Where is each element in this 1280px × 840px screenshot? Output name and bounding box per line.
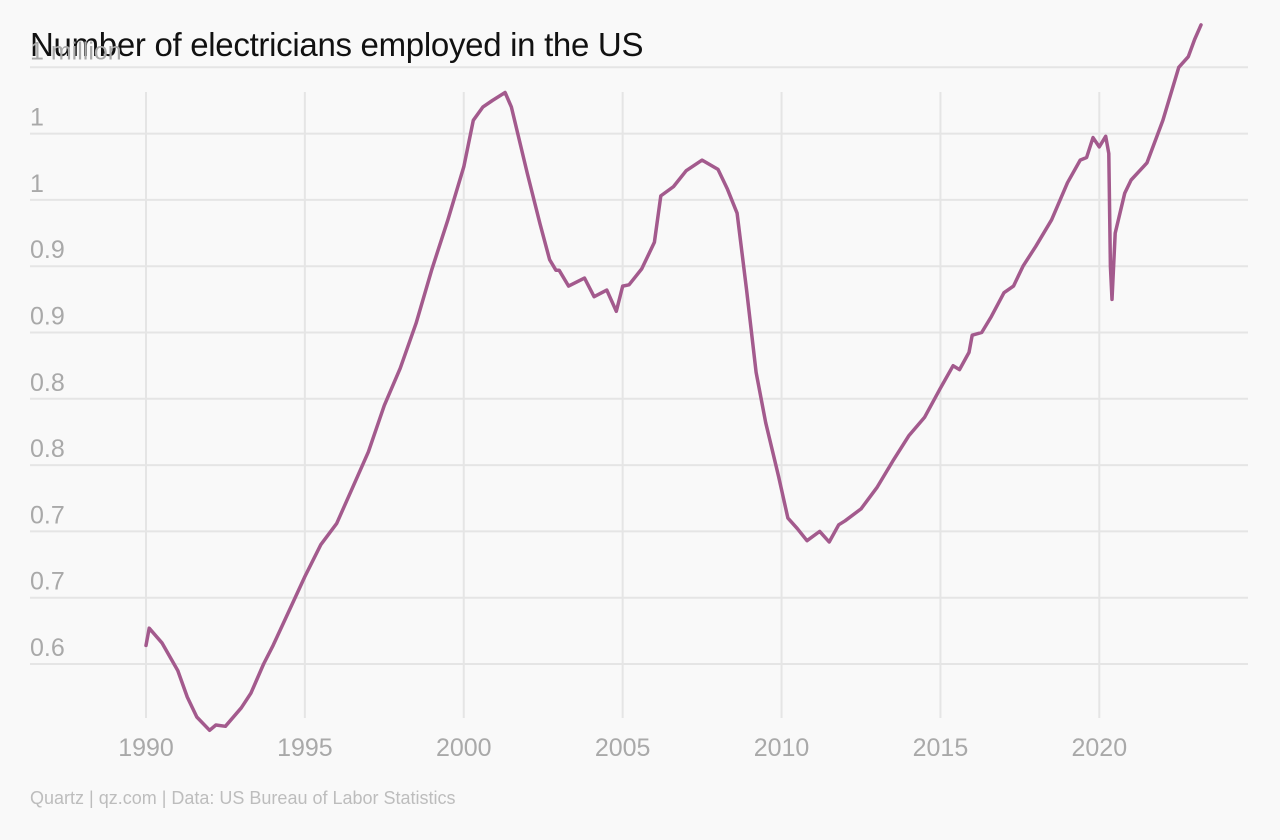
chart-title: Number of electricians employed in the U… xyxy=(30,26,644,63)
y-tick-label: 0.8 xyxy=(30,369,65,397)
x-tick-label: 2000 xyxy=(436,734,492,762)
series-line-electricians xyxy=(144,23,1203,733)
x-tick-labels: 1990 1995 2000 2005 2010 2015 2020 xyxy=(118,734,1127,762)
y-tick-label: 0.9 xyxy=(30,303,65,331)
x-tick-label: 2020 xyxy=(1072,734,1128,762)
y-tick-label: 1 xyxy=(30,104,44,132)
y-tick-label: 1 xyxy=(30,170,44,198)
y-tick-label: 0.7 xyxy=(30,501,65,529)
y-tick-label: 0.7 xyxy=(30,568,65,596)
x-tick-label: 2005 xyxy=(595,734,651,762)
x-tick-label: 1990 xyxy=(118,734,174,762)
y-tick-labels: 0.6 0.7 0.7 0.8 0.8 0.9 0.9 1 1 1 million xyxy=(30,37,122,662)
x-tick-label: 2010 xyxy=(754,734,810,762)
series-group xyxy=(144,23,1203,733)
x-gridlines xyxy=(145,92,1101,718)
x-tick-label: 1995 xyxy=(277,734,333,762)
y-tick-label: 0.8 xyxy=(30,435,65,463)
x-tick-label: 2015 xyxy=(913,734,969,762)
y-tick-label: 1 million xyxy=(30,37,122,65)
y-gridlines xyxy=(30,66,1248,665)
y-tick-label: 0.9 xyxy=(30,236,65,264)
source-credit: Quartz | qz.com | Data: US Bureau of Lab… xyxy=(30,788,456,808)
y-tick-label: 0.6 xyxy=(30,634,65,662)
